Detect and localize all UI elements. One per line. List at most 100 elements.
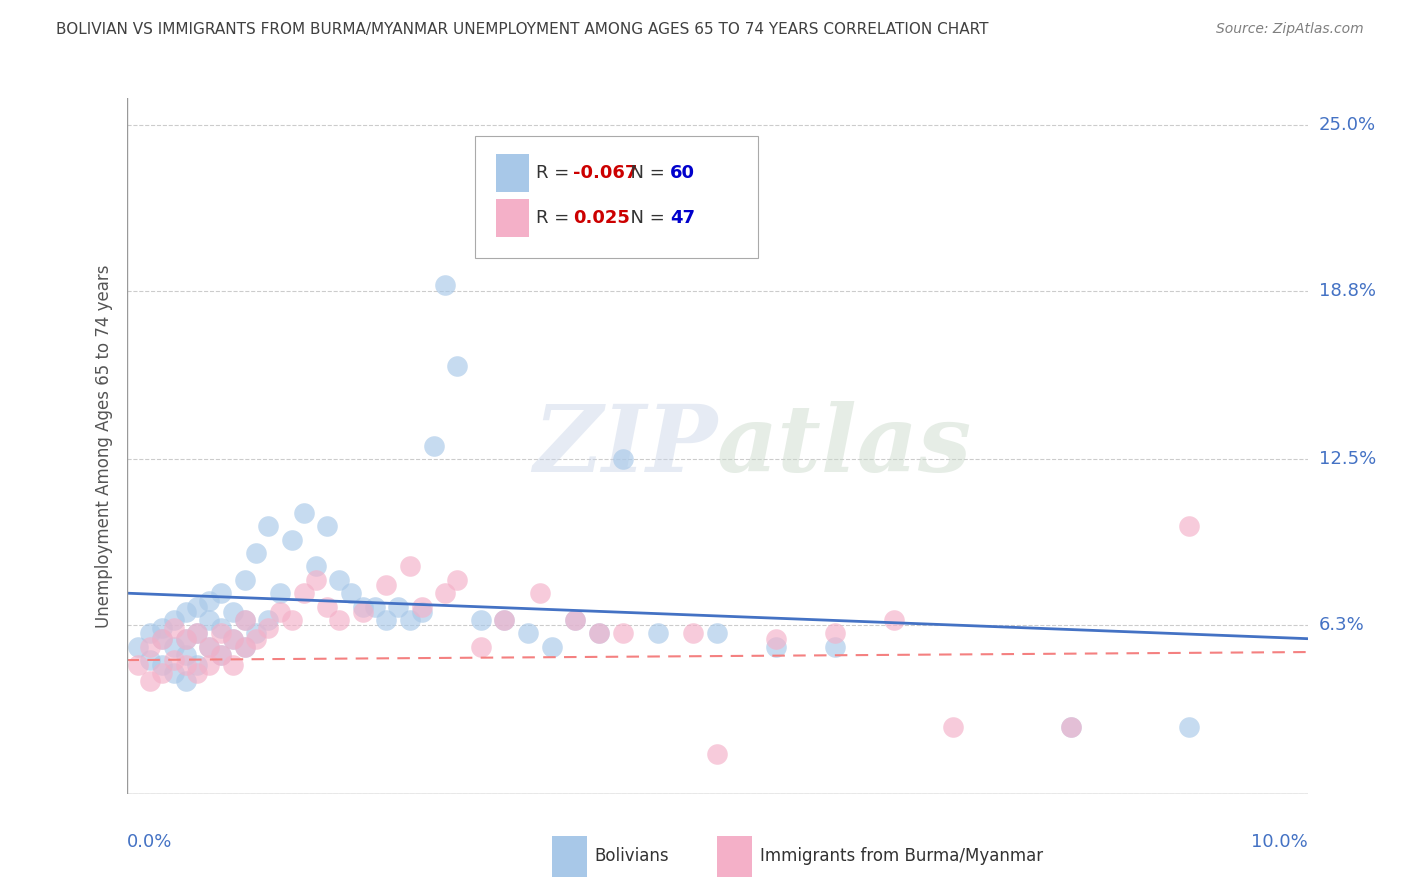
Point	[139, 674, 162, 689]
Point	[257, 519, 280, 533]
FancyBboxPatch shape	[717, 836, 752, 878]
Point	[150, 666, 173, 681]
Point	[304, 573, 326, 587]
Point	[706, 626, 728, 640]
Point	[163, 613, 186, 627]
Point	[233, 613, 256, 627]
Point	[281, 613, 304, 627]
Point	[174, 674, 197, 689]
Point	[233, 573, 256, 587]
Point	[139, 653, 162, 667]
Point	[682, 626, 704, 640]
Point	[222, 658, 245, 673]
Point	[470, 640, 492, 654]
Point	[765, 632, 787, 646]
Point	[564, 613, 586, 627]
Point	[706, 747, 728, 761]
Point	[399, 613, 422, 627]
Point	[1178, 519, 1201, 533]
Point	[588, 626, 610, 640]
Point	[198, 658, 221, 673]
Point	[328, 573, 350, 587]
Point	[245, 546, 267, 560]
Point	[163, 621, 186, 635]
Text: 60: 60	[669, 164, 695, 182]
FancyBboxPatch shape	[496, 199, 529, 237]
Point	[209, 648, 232, 662]
Point	[198, 640, 221, 654]
Point	[186, 666, 208, 681]
Point	[186, 658, 208, 673]
Text: 18.8%: 18.8%	[1319, 282, 1375, 300]
Point	[269, 586, 291, 600]
Point	[292, 506, 315, 520]
Point	[209, 648, 232, 662]
Text: 0.025: 0.025	[574, 210, 630, 227]
Point	[411, 599, 433, 614]
Text: Immigrants from Burma/Myanmar: Immigrants from Burma/Myanmar	[759, 847, 1043, 865]
Point	[517, 626, 540, 640]
Point	[174, 658, 197, 673]
Point	[245, 632, 267, 646]
Point	[174, 632, 197, 646]
Point	[150, 621, 173, 635]
Point	[942, 720, 965, 734]
Text: N =: N =	[619, 164, 671, 182]
Point	[198, 640, 221, 654]
FancyBboxPatch shape	[551, 836, 588, 878]
Text: 10.0%: 10.0%	[1251, 833, 1308, 851]
Point	[127, 640, 149, 654]
Point	[245, 626, 267, 640]
Text: 47: 47	[669, 210, 695, 227]
Point	[186, 626, 208, 640]
Text: BOLIVIAN VS IMMIGRANTS FROM BURMA/MYANMAR UNEMPLOYMENT AMONG AGES 65 TO 74 YEARS: BOLIVIAN VS IMMIGRANTS FROM BURMA/MYANMA…	[56, 22, 988, 37]
Text: R =: R =	[536, 210, 575, 227]
Point	[222, 632, 245, 646]
Point	[1178, 720, 1201, 734]
Point	[411, 605, 433, 619]
Point	[316, 599, 339, 614]
Point	[446, 359, 468, 373]
Point	[540, 640, 562, 654]
Point	[186, 626, 208, 640]
Text: 12.5%: 12.5%	[1319, 450, 1376, 468]
Point	[209, 621, 232, 635]
Point	[375, 613, 398, 627]
Point	[233, 640, 256, 654]
Point	[186, 599, 208, 614]
Point	[209, 626, 232, 640]
Point	[163, 653, 186, 667]
Text: 6.3%: 6.3%	[1319, 616, 1364, 634]
Point	[1060, 720, 1083, 734]
Point	[564, 613, 586, 627]
Point	[647, 626, 669, 640]
Point	[198, 613, 221, 627]
Point	[222, 605, 245, 619]
Point	[422, 439, 444, 453]
Point	[824, 626, 846, 640]
Point	[470, 613, 492, 627]
Point	[434, 586, 457, 600]
Point	[529, 586, 551, 600]
Point	[352, 599, 374, 614]
Point	[765, 640, 787, 654]
Point	[588, 626, 610, 640]
Point	[257, 621, 280, 635]
Y-axis label: Unemployment Among Ages 65 to 74 years: Unemployment Among Ages 65 to 74 years	[94, 264, 112, 628]
Point	[174, 605, 197, 619]
Point	[434, 278, 457, 293]
Point	[127, 658, 149, 673]
Text: atlas: atlas	[717, 401, 973, 491]
Point	[446, 573, 468, 587]
Point	[233, 640, 256, 654]
Point	[150, 632, 173, 646]
Text: R =: R =	[536, 164, 575, 182]
Point	[139, 640, 162, 654]
Point	[163, 640, 186, 654]
FancyBboxPatch shape	[496, 153, 529, 192]
Point	[222, 632, 245, 646]
Point	[883, 613, 905, 627]
Point	[174, 648, 197, 662]
Point	[612, 452, 634, 467]
Text: Source: ZipAtlas.com: Source: ZipAtlas.com	[1216, 22, 1364, 37]
